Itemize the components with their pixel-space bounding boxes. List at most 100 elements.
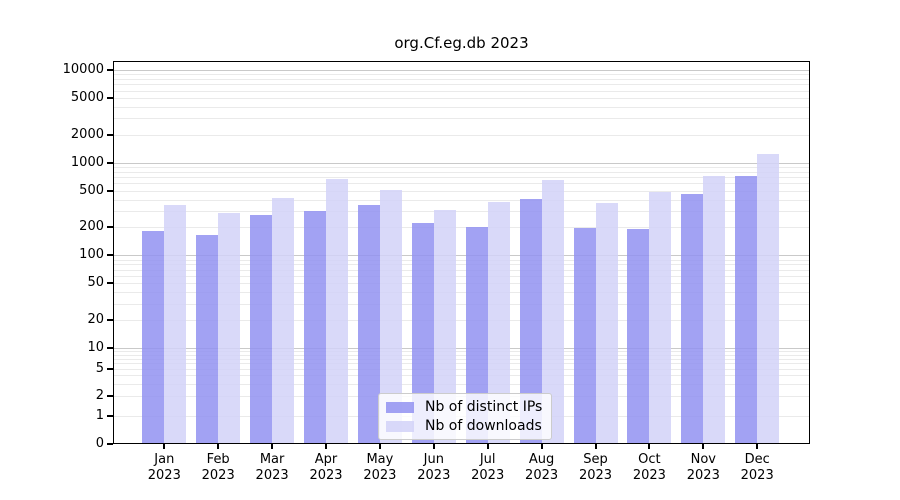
legend-label-distinct-ips: Nb of distinct IPs [425,399,543,415]
y-tick-label: 5000 [70,89,104,105]
y-tick-mark [107,347,113,349]
y-tick-label: 100 [79,247,104,263]
x-tick-mark [163,444,166,449]
bar-downloads-oct [649,191,672,443]
gridline-minor [114,383,809,385]
bar-distinct-ips-jun [411,222,434,443]
y-tick-label: 1000 [70,154,104,170]
gridline-minor [114,358,809,360]
gridline-minor [114,320,809,322]
y-tick-mark [107,68,113,71]
gridline-minor [114,283,809,285]
bar-downloads-sep [595,203,618,443]
gridline-minor [114,118,809,120]
y-tick-label: 5 [95,360,104,376]
y-tick-label: 2 [95,387,104,403]
y-tick-mark [107,415,113,417]
y-tick-mark [107,282,113,285]
gridline-major [114,162,809,164]
bar-downloads-feb [218,213,241,443]
y-tick-label: 200 [79,219,104,235]
bar-downloads-nov [703,175,726,443]
y-tick-label: 50 [87,275,104,291]
chart-title: org.Cf.eg.db 2023 [394,34,529,52]
x-tick-mark [325,444,327,449]
x-tick-mark [540,444,543,449]
x-tick-label: Jun 2023 [417,452,451,483]
gridline-minor [114,264,809,266]
x-tick-mark [756,444,759,449]
y-tick-mark [107,394,113,397]
gridline-minor [114,90,809,92]
x-tick-label: Oct 2023 [632,452,666,483]
legend-entry-distinct-ips: Nb of distinct IPs [386,399,542,415]
x-tick-label: Jan 2023 [147,452,181,483]
bar-downloads-dec [757,153,780,443]
bar-downloads-jan [164,205,187,443]
x-tick-mark [486,444,489,449]
bar-distinct-ips-nov [681,193,704,443]
gridline-major [114,348,809,349]
y-tick-mark [107,161,113,164]
y-tick-label: 10000 [62,61,104,77]
y-tick-label: 20 [87,312,104,328]
x-tick-mark [594,444,597,449]
gridline-minor [114,190,809,192]
y-tick-label: 500 [79,182,104,198]
gridline-minor [114,292,809,294]
bar-distinct-ips-apr [304,211,326,443]
gridline-minor [114,211,809,213]
x-tick-label: Jul 2023 [471,452,505,483]
legend-label-downloads: Nb of downloads [425,418,542,434]
bar-distinct-ips-jan [142,230,165,443]
gridline-minor [114,183,809,185]
legend-swatch-distinct-ips-icon [386,401,414,413]
x-tick-label: Nov 2023 [686,452,720,483]
bar-downloads-mar [272,198,295,443]
x-tick-label: Dec 2023 [740,452,774,483]
bar-distinct-ips-mar [250,215,273,443]
gridline-minor [114,375,809,377]
gridline-minor [114,171,809,173]
gridline-major [114,69,809,71]
y-tick-mark [107,254,113,257]
gridline-minor [114,269,809,271]
x-tick-label: Sep 2023 [578,452,613,483]
legend-swatch-downloads-icon [386,420,414,432]
legend-entry-downloads: Nb of downloads [386,418,542,434]
bar-distinct-ips-jul [465,227,488,443]
x-tick-label: Apr 2023 [309,452,343,483]
x-tick-mark [217,444,220,449]
gridline-minor [114,259,809,261]
y-tick-label: 0 [95,436,104,451]
x-tick-label: Feb 2023 [201,452,235,483]
legend: Nb of distinct IPs Nb of downloads [378,393,553,440]
x-tick-label: May 2023 [363,452,397,483]
x-tick-mark [702,444,705,449]
gridline-major [114,255,809,257]
gridline-minor [114,106,809,108]
bar-downloads-jun [433,209,456,443]
x-tick-mark [432,444,435,449]
bar-distinct-ips-sep [573,228,596,443]
gridline-minor [114,78,809,80]
x-tick-mark [648,444,651,449]
gridline-minor [114,303,809,305]
bar-distinct-ips-oct [627,228,650,443]
y-tick-mark [107,189,113,192]
y-tick-mark [107,319,113,322]
y-tick-mark [107,96,113,99]
bar-downloads-jul [487,202,510,443]
gridline-minor [114,275,809,277]
bar-distinct-ips-feb [196,235,219,443]
x-tick-mark [378,444,381,449]
gridline-minor [114,177,809,178]
bar-downloads-apr [326,178,348,443]
x-tick-mark [271,444,274,449]
bar-distinct-ips-dec [735,175,758,443]
y-tick-label: 10 [87,340,104,355]
gridline-minor [114,199,809,201]
gridline-minor [114,368,809,370]
bar-downloads-may [379,190,402,443]
